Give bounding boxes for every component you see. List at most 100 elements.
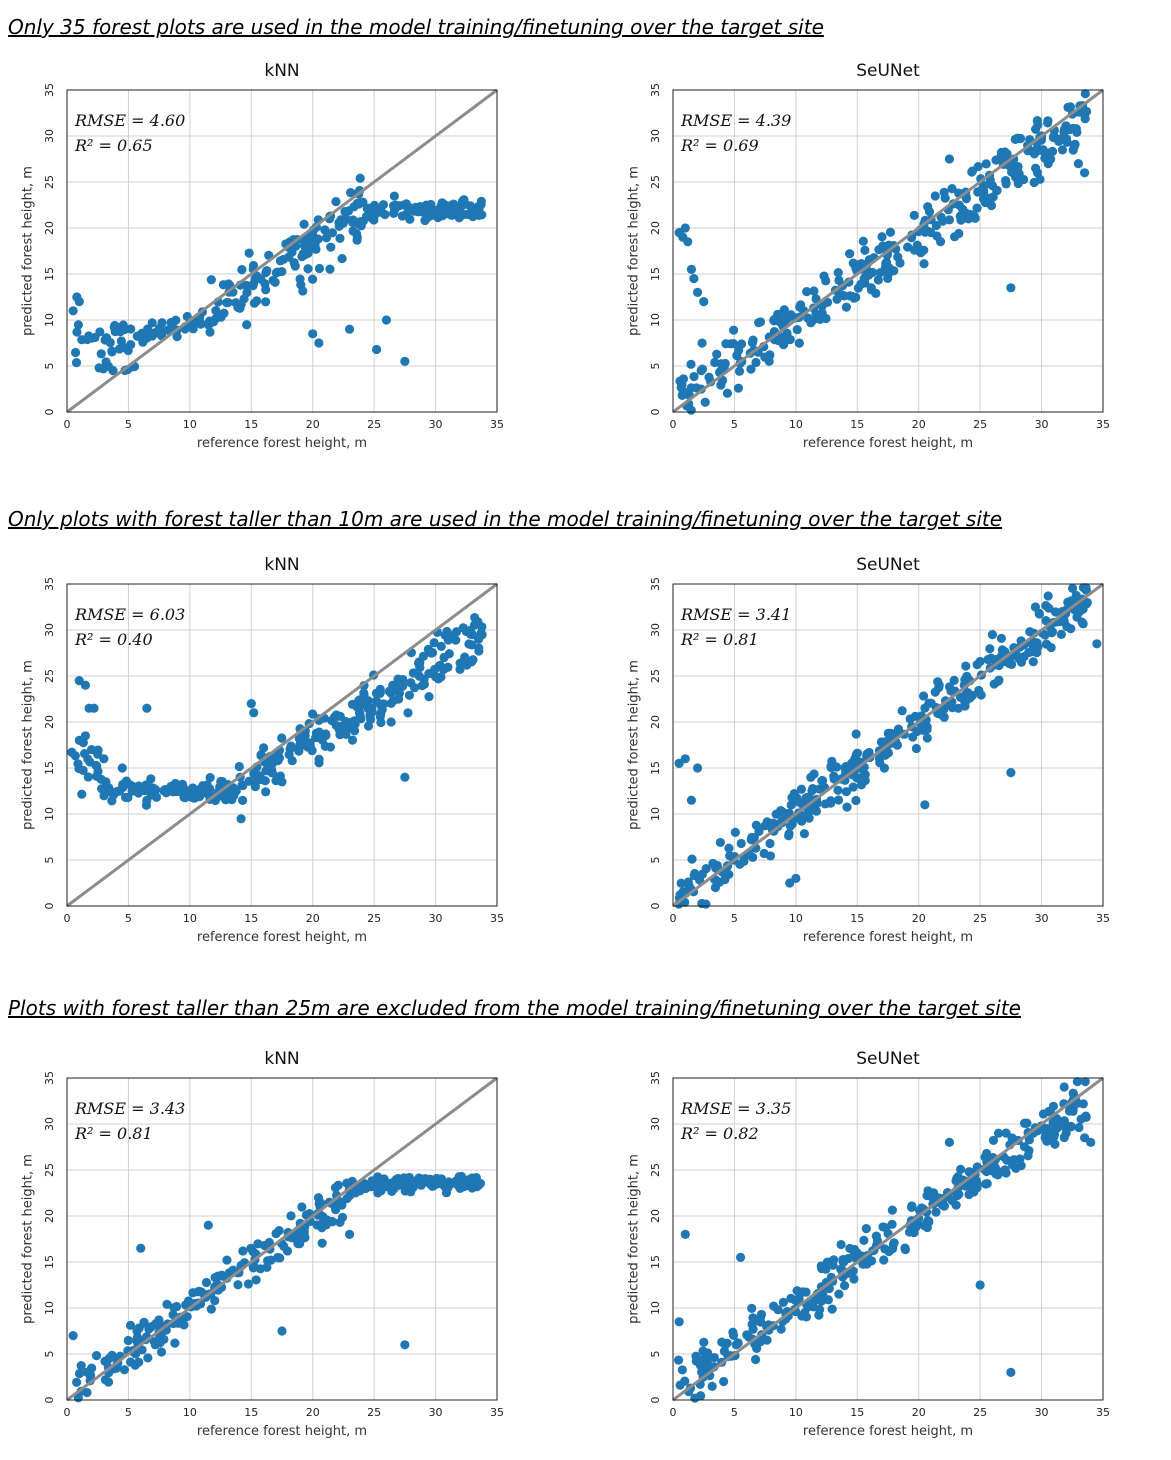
data-point [467, 640, 477, 650]
data-point [295, 274, 305, 284]
y-tick-label: 25 [43, 175, 56, 189]
data-point [440, 630, 450, 640]
x-tick-label: 10 [183, 912, 197, 925]
data-point [904, 1227, 915, 1237]
data-point [143, 1353, 153, 1363]
data-point [1046, 642, 1056, 653]
seunet-scatter-plot-3: 0 0 5 5 10 10 15 15 20 20 25 25 30 30 35 35 RMSE = 3.35 R… [627, 1049, 1111, 1439]
x-tick-label: 25 [367, 418, 381, 431]
data-point [1040, 630, 1050, 640]
data-point [233, 1280, 243, 1290]
x-tick-label: 0 [64, 1406, 71, 1419]
data-point [1061, 134, 1072, 144]
data-point [1032, 116, 1042, 126]
data-point [196, 319, 206, 329]
section-3-heading: Plots with forest taller than 25m are ex… [8, 996, 1021, 1020]
data-point [238, 795, 248, 805]
data-point [850, 1244, 860, 1255]
data-point [680, 754, 690, 764]
chart-title: kNN [264, 1049, 299, 1069]
x-tick-label: 0 [670, 418, 677, 431]
data-point [284, 252, 294, 262]
data-point [436, 641, 446, 651]
data-point [260, 776, 270, 786]
data-point [760, 821, 770, 831]
data-point [206, 275, 216, 285]
data-point [314, 727, 324, 737]
data-point [261, 267, 271, 278]
data-point [920, 800, 930, 810]
data-point [1049, 131, 1059, 141]
data-point [678, 374, 689, 384]
data-point [1000, 647, 1010, 657]
data-point [407, 1179, 417, 1189]
data-point [73, 320, 84, 330]
data-point [691, 1351, 701, 1361]
data-point [386, 1178, 396, 1189]
data-point [156, 1347, 167, 1357]
data-point [802, 287, 812, 297]
data-point [253, 1239, 263, 1249]
y-tick-label: 10 [649, 313, 662, 327]
data-point [335, 711, 345, 721]
data-point [89, 703, 99, 713]
y-tick-label: 5 [649, 1351, 662, 1358]
data-point [393, 694, 404, 704]
data-point [803, 313, 813, 323]
data-point [728, 325, 739, 335]
data-point [765, 350, 775, 361]
data-point [821, 276, 831, 286]
data-point [1073, 607, 1084, 617]
x-tick-label: 10 [183, 1406, 197, 1419]
data-point [750, 1354, 761, 1365]
data-point [714, 877, 725, 887]
data-point [686, 359, 696, 369]
data-point [802, 792, 812, 802]
data-point [330, 1183, 341, 1193]
data-point [91, 1351, 102, 1361]
data-point [841, 787, 851, 797]
data-point [1001, 1168, 1011, 1178]
data-point [241, 280, 251, 290]
data-point [70, 751, 80, 761]
data-point [975, 656, 985, 667]
data-point [238, 1246, 248, 1256]
r2-label: R² = 0.82 [680, 1124, 759, 1143]
data-point [125, 1357, 136, 1367]
data-point [387, 684, 397, 695]
data-point [261, 297, 271, 307]
y-tick-label: 25 [43, 669, 56, 683]
y-tick-label: 0 [43, 1397, 56, 1404]
data-point [866, 1256, 877, 1266]
x-tick-label: 25 [973, 418, 987, 431]
data-point [861, 1224, 871, 1234]
data-point [268, 275, 278, 285]
axes-frame [66, 89, 498, 413]
data-point [162, 1299, 172, 1309]
data-point [347, 735, 358, 745]
data-point [335, 1197, 345, 1207]
y-tick-label: 5 [649, 857, 662, 864]
data-point [173, 1318, 184, 1328]
data-point [1073, 159, 1084, 169]
data-point [887, 1205, 897, 1215]
data-point [335, 1217, 345, 1228]
data-point [858, 236, 868, 246]
data-point [730, 827, 740, 837]
data-point [70, 347, 81, 358]
x-tick-label: 35 [1096, 912, 1110, 925]
y-tick-label: 30 [649, 129, 662, 143]
data-point [691, 383, 702, 393]
data-point [137, 328, 147, 338]
data-point [459, 195, 469, 205]
data-point [875, 268, 885, 278]
data-point [455, 658, 465, 668]
y-tick-label: 25 [43, 1163, 56, 1177]
data-point [680, 1229, 690, 1239]
data-point [337, 253, 347, 264]
data-point [1074, 1122, 1084, 1133]
identity-line [66, 88, 498, 414]
data-point [828, 1260, 838, 1270]
data-point [809, 286, 819, 296]
section-2-heading: Only plots with forest taller than 10m a… [8, 507, 1003, 531]
